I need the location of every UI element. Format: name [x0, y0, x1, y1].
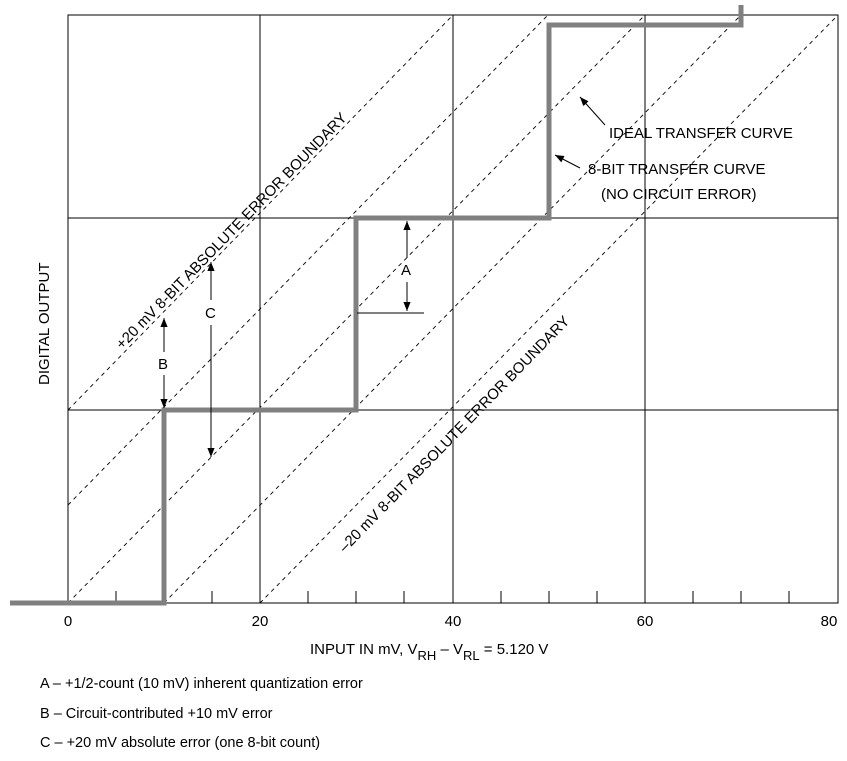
ideal-curve-label: IDEAL TRANSFER CURVE: [609, 125, 793, 142]
x-tick-label: 0: [64, 613, 72, 630]
x-tick-label: 80: [821, 613, 838, 630]
marker-a-label: A: [401, 262, 411, 279]
x-tick-label: 20: [252, 613, 269, 630]
upper-boundary-label: +20 mV 8-BIT ABSOLUTE ERROR BOUNDARY: [113, 110, 351, 353]
legend-item-c: C – +20 mV absolute error (one 8-bit cou…: [40, 735, 320, 751]
transfer-curve-label-line1: 8-BIT TRANSFER CURVE: [588, 161, 766, 178]
x-tick-label: 60: [637, 613, 654, 630]
marker-c-label: C: [205, 305, 216, 322]
grid-lines: [68, 15, 838, 603]
ideal-curve-callout-arrow: [580, 97, 605, 125]
x-tick-label: 40: [445, 613, 462, 630]
y-axis-label: DIGITAL OUTPUT: [36, 262, 53, 385]
transfer-curve-callout-arrow: [555, 155, 580, 168]
x-axis-label: INPUT IN mV, VRH – VRL = 5.120 V: [310, 641, 548, 663]
legend-item-a: A – +1/2-count (10 mV) inherent quantiza…: [40, 676, 363, 692]
transfer-curve-label-line2: (NO CIRCUIT ERROR): [601, 186, 757, 203]
marker-b-label: B: [158, 356, 168, 373]
legend-item-b: B – Circuit-contributed +10 mV error: [40, 706, 273, 722]
upper-half-count-line: [68, 15, 548, 505]
lower-boundary-label: –20 mV 8-BIT ABSOLUTE ERROR BOUNDARY: [336, 313, 574, 556]
